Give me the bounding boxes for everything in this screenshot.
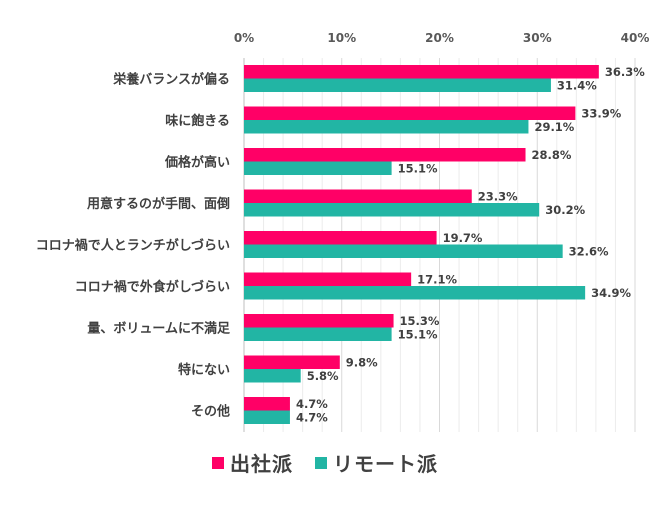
value-label-remote: 31.4% bbox=[557, 79, 597, 93]
category-label: コロナ禍で人とランチがしづらい bbox=[36, 238, 230, 254]
bar-office bbox=[244, 189, 472, 203]
value-label-remote: 32.6% bbox=[569, 245, 609, 259]
bar-remote bbox=[244, 203, 540, 217]
legend-swatch-office bbox=[212, 456, 224, 469]
value-label-remote: 15.1% bbox=[398, 162, 438, 176]
category-label: 味に飽きる bbox=[165, 113, 230, 129]
bar-remote bbox=[244, 327, 392, 341]
value-label-office: 28.8% bbox=[532, 148, 572, 162]
bar-office bbox=[244, 397, 290, 411]
value-label-office: 23.3% bbox=[478, 190, 518, 204]
category-label: 用意するのが手間、面倒 bbox=[86, 196, 230, 212]
bar-remote bbox=[244, 286, 586, 300]
bar-office bbox=[244, 65, 599, 79]
legend-item-remote: リモート派 bbox=[315, 448, 438, 477]
bar-remote bbox=[244, 120, 529, 134]
legend-label-office: 出社派 bbox=[230, 452, 293, 476]
value-label-remote: 29.1% bbox=[534, 120, 574, 134]
x-tick-label: 0% bbox=[234, 31, 254, 45]
bar-remote bbox=[244, 410, 290, 424]
category-label: 価格が高い bbox=[164, 155, 230, 171]
bar-office bbox=[244, 314, 394, 328]
legend-label-remote: リモート派 bbox=[333, 452, 438, 476]
x-tick-label: 40% bbox=[621, 31, 650, 45]
bar-remote bbox=[244, 244, 563, 258]
value-label-office: 33.9% bbox=[581, 107, 621, 121]
x-tick-label: 30% bbox=[523, 31, 552, 45]
value-label-office: 15.3% bbox=[400, 314, 440, 328]
bar-remote bbox=[244, 369, 301, 383]
bar-office bbox=[244, 355, 340, 369]
x-tick-label: 10% bbox=[327, 31, 356, 45]
value-label-office: 17.1% bbox=[417, 273, 457, 287]
bar-remote bbox=[244, 161, 392, 175]
category-label: コロナ禍で外食がしづらい bbox=[75, 279, 230, 295]
category-label: その他 bbox=[191, 404, 230, 420]
legend-swatch-remote bbox=[315, 456, 327, 469]
bar-office bbox=[244, 148, 526, 162]
value-label-office: 9.8% bbox=[346, 356, 378, 370]
legend-item-office: 出社派 bbox=[212, 448, 293, 477]
value-label-office: 4.7% bbox=[296, 397, 328, 411]
x-tick-label: 20% bbox=[425, 31, 454, 45]
bar-office bbox=[244, 231, 437, 245]
value-label-remote: 15.1% bbox=[398, 328, 438, 342]
value-label-office: 36.3% bbox=[605, 65, 645, 79]
value-label-remote: 30.2% bbox=[545, 203, 585, 217]
bar-office bbox=[244, 272, 412, 286]
value-label-remote: 34.9% bbox=[591, 286, 631, 300]
value-label-remote: 4.7% bbox=[296, 411, 328, 425]
bar-office bbox=[244, 106, 576, 120]
category-label: 量、ボリュームに不満足 bbox=[87, 321, 231, 337]
category-label: 栄養バランスが偏る bbox=[112, 72, 230, 88]
bar-chart: 0% 10% 20% 30% 40% 栄養バランスが偏る 36.3% 31.4% 味に飽きる 33… bbox=[36, 31, 650, 432]
value-label-office: 19.7% bbox=[443, 231, 483, 245]
value-label-remote: 5.8% bbox=[307, 369, 339, 383]
legend: 出社派 リモート派 bbox=[0, 448, 650, 477]
bar-remote bbox=[244, 78, 551, 92]
category-label: 特にない bbox=[178, 362, 230, 378]
